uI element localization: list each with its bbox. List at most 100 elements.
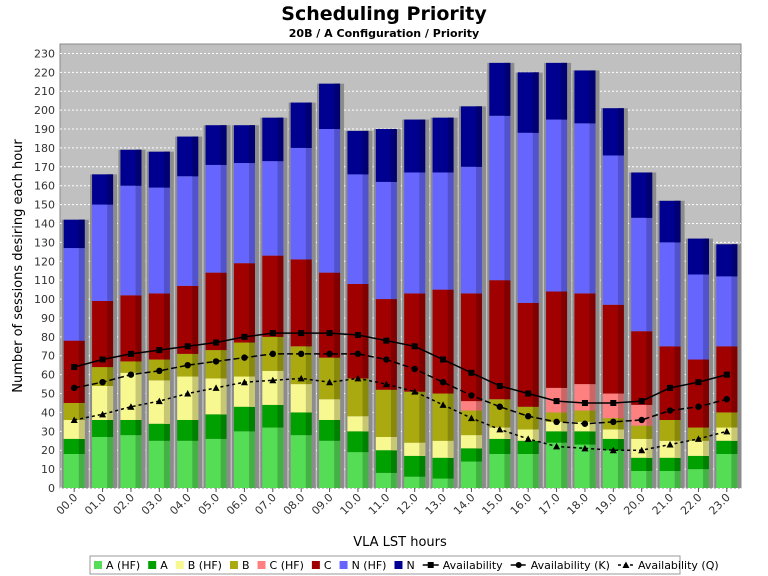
bar-segment-side [674,440,681,458]
bar-segment-side [561,62,568,120]
bar-segment-side [305,147,312,260]
bar-segment-side [390,129,397,182]
bar-segment-side [305,384,312,413]
bar-segment-side [163,380,170,424]
bar-segment-side [419,476,426,488]
data-point [553,398,560,405]
bar-segment-side [305,346,312,385]
bar-segment [602,429,624,439]
bar-segment-side [334,272,341,358]
y-tick-label: 200 [34,104,55,117]
x-tick-label: 18.0 [565,491,592,518]
data-point [383,337,390,344]
x-tick-label: 19.0 [593,491,620,518]
bar-segment-side [362,452,369,488]
legend-item: C [311,559,332,572]
legend-label: C (HF) [270,559,304,572]
data-point [383,356,390,363]
bar-segment-side [135,185,142,296]
bar-segment-side [220,125,227,165]
bar-segment-side [703,274,709,360]
bar-segment-side [447,457,454,479]
legend-swatch [257,561,266,569]
bar-segment-side [334,129,341,273]
bar-segment-side [646,425,653,439]
data-point [723,396,731,403]
bar-segment-side [192,440,199,488]
legend-box [89,555,681,575]
x-tick-label: 09.0 [309,491,336,518]
data-point [723,427,731,435]
y-tick-label: 230 [34,47,55,60]
y-tick-label: 110 [34,274,55,287]
bar-segment-side [476,293,482,402]
bar-segment-side [334,357,341,400]
bar-segment-side [589,293,596,385]
data-point [524,413,532,420]
x-axis-label: VLA LST hours [353,535,447,550]
data-point [269,376,277,384]
bar-segment-side [703,238,709,275]
bar-segment-side [703,359,709,428]
legend-swatch [229,561,238,569]
legend-marker [427,562,434,568]
data-point [610,399,617,406]
legend-label: B (HF) [188,559,222,572]
bar-segment-side [617,155,624,305]
bar-segment-side [646,470,653,488]
bar-segment-side [277,404,284,428]
x-tick-label: 08.0 [281,491,308,518]
legend-item: Availability (Q) [617,559,719,572]
bar-segment-side [561,412,568,422]
bar-segment-side [305,412,312,436]
bar-segment-side [135,435,142,488]
bar-segment-side [646,217,653,332]
data-point [496,403,504,410]
data-point [354,374,362,382]
bar-segment-side [78,340,85,403]
bar-segment-side [277,370,284,405]
data-point [667,384,674,391]
x-tick-label: 21.0 [650,491,677,518]
data-point [496,425,504,433]
data-point [127,350,134,357]
bar-segment-side [674,200,681,243]
bar-segment [120,361,142,373]
y-tick-label: 140 [34,217,55,230]
bar-segment-side [532,429,539,441]
bar-segment-side [135,295,142,362]
x-tick-label: 03.0 [139,491,166,518]
series-line [73,332,728,404]
bar-segment-side [476,401,482,411]
bar-segment-side [107,385,114,420]
bar-segment-side [78,248,85,341]
bar-segment-side [107,300,114,368]
legend-item: Availability (K) [510,559,610,572]
bar-segment-side [220,164,227,273]
legend: A (HF) A B (HF) B C (HF) C N (HF) N Availability… [94,559,719,572]
y-tick-label: 0 [48,482,55,495]
y-tick-label: 80 [41,331,55,344]
bar-segment-side [390,389,397,437]
bar-segment-side [277,117,284,162]
bar-segment-side [561,431,568,443]
data-point [411,388,419,395]
y-tick-label: 130 [34,236,55,249]
data-point [525,390,532,397]
data-point [99,356,106,363]
bar-segment-side [703,455,709,470]
y-tick-label: 190 [34,123,55,136]
data-point [354,331,361,338]
bar-segment-side [532,406,539,430]
legend-label: Availability (K) [531,559,610,572]
bar-segment-side [419,455,426,477]
bar-segment-side [447,172,454,290]
data-point [155,397,163,405]
bar-segment [574,410,596,422]
x-tick-label: 23.0 [706,491,733,518]
bar-segment-side [362,378,369,417]
legend-swatch [311,561,320,569]
chart-title: Scheduling Priority [281,3,487,25]
bar-segment-side [163,423,170,441]
bar-segment-side [617,304,624,394]
